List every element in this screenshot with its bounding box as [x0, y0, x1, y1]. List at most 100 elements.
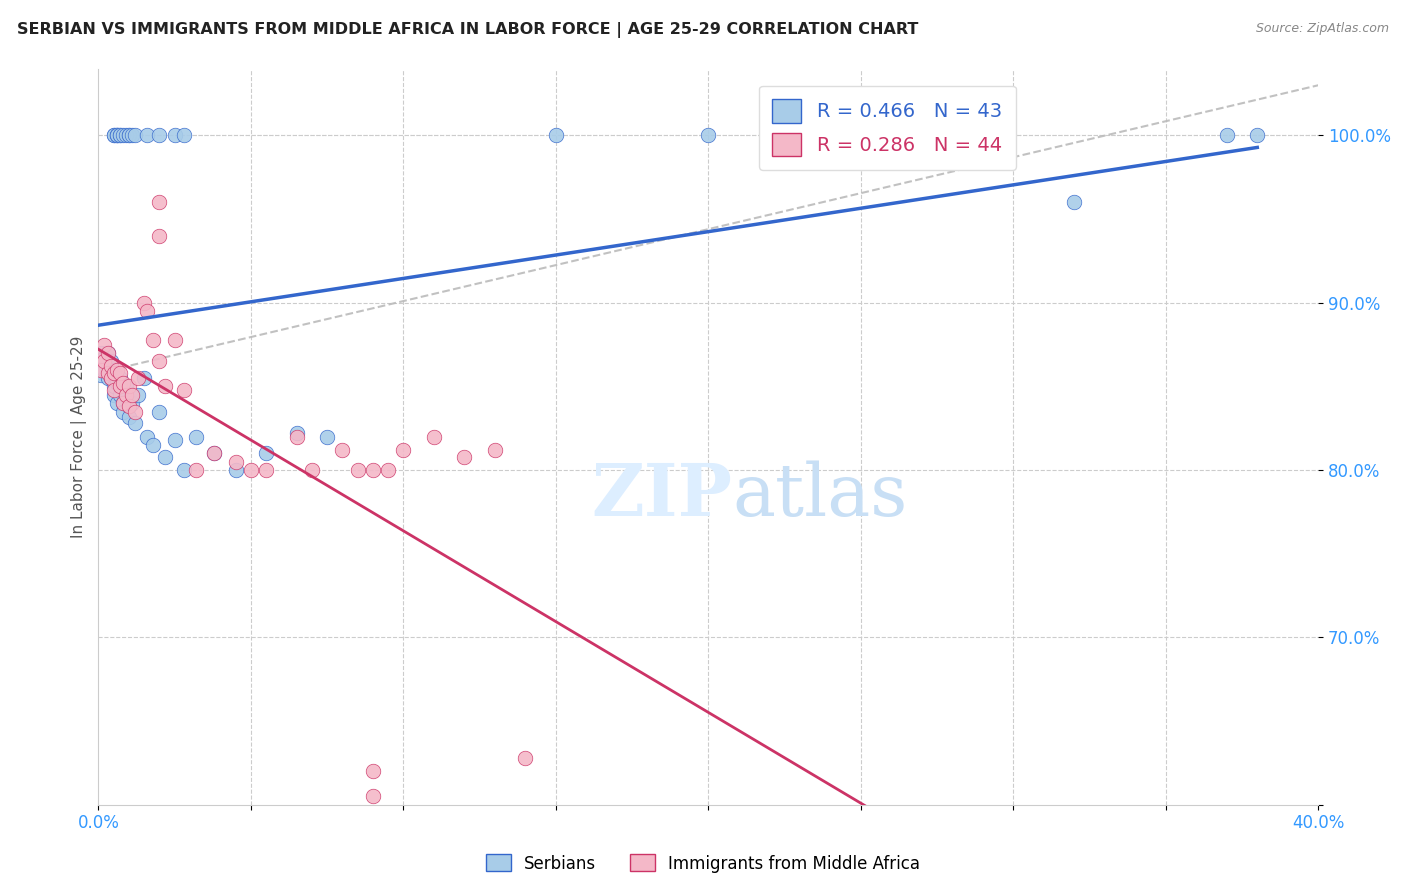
Point	[100, 371, 122, 385]
Point	[163, 433, 186, 447]
Point	[361, 764, 384, 779]
Point	[90, 349, 112, 363]
Point	[96, 366, 118, 380]
Point	[105, 128, 128, 143]
Point	[239, 463, 262, 477]
Point	[155, 379, 177, 393]
Point	[114, 379, 136, 393]
Point	[100, 371, 122, 385]
Point	[544, 128, 567, 143]
Point	[377, 463, 399, 477]
Point	[93, 354, 115, 368]
Point	[103, 379, 125, 393]
Point	[90, 346, 112, 360]
Point	[121, 388, 143, 402]
Point	[127, 388, 149, 402]
Point	[361, 789, 384, 804]
Point	[90, 368, 112, 382]
Point	[105, 362, 128, 376]
Point	[108, 128, 131, 143]
Point	[1063, 195, 1085, 210]
Point	[103, 388, 125, 402]
Point	[124, 404, 146, 418]
Point	[163, 128, 186, 143]
Point	[96, 359, 118, 374]
Text: Source: ZipAtlas.com: Source: ZipAtlas.com	[1256, 22, 1389, 36]
Point	[93, 362, 115, 376]
Point	[127, 371, 149, 385]
Point	[301, 463, 323, 477]
Point	[225, 455, 247, 469]
Point	[105, 376, 128, 390]
Point	[111, 376, 134, 390]
Point	[330, 442, 353, 457]
Point	[100, 354, 122, 368]
Point	[148, 404, 170, 418]
Point	[108, 371, 131, 385]
Point	[90, 358, 112, 372]
Point	[121, 396, 143, 410]
Point	[202, 446, 225, 460]
Point	[103, 366, 125, 380]
Point	[118, 409, 141, 424]
Point	[111, 396, 134, 410]
Legend: Serbians, Immigrants from Middle Africa: Serbians, Immigrants from Middle Africa	[479, 847, 927, 880]
Point	[254, 446, 277, 460]
Point	[114, 388, 136, 402]
Point	[108, 379, 131, 393]
Point	[453, 450, 475, 464]
Point	[184, 463, 207, 477]
Point	[173, 128, 195, 143]
Point	[316, 429, 339, 443]
Point	[100, 359, 122, 374]
Point	[108, 128, 131, 143]
Point	[96, 346, 118, 360]
Point	[114, 128, 136, 143]
Point	[111, 404, 134, 418]
Point	[100, 362, 122, 376]
Point	[105, 128, 128, 143]
Point	[697, 128, 720, 143]
Point	[105, 396, 128, 410]
Point	[155, 450, 177, 464]
Point	[285, 426, 308, 441]
Point	[515, 751, 537, 765]
Point	[202, 446, 225, 460]
Point	[346, 463, 368, 477]
Point	[132, 371, 155, 385]
Point	[142, 333, 165, 347]
Point	[423, 429, 446, 443]
Point	[96, 371, 118, 385]
Point	[254, 463, 277, 477]
Point	[1246, 128, 1268, 143]
Point	[103, 128, 125, 143]
Point	[124, 416, 146, 430]
Point	[118, 379, 141, 393]
Point	[118, 400, 141, 414]
Point	[173, 463, 195, 477]
Legend: R = 0.466   N = 43, R = 0.286   N = 44: R = 0.466 N = 43, R = 0.286 N = 44	[759, 86, 1015, 170]
Point	[96, 346, 118, 360]
Point	[132, 295, 155, 310]
Point	[118, 128, 141, 143]
Point	[392, 442, 415, 457]
Point	[148, 128, 170, 143]
Point	[111, 128, 134, 143]
Point	[136, 304, 159, 318]
Text: SERBIAN VS IMMIGRANTS FROM MIDDLE AFRICA IN LABOR FORCE | AGE 25-29 CORRELATION : SERBIAN VS IMMIGRANTS FROM MIDDLE AFRICA…	[17, 22, 918, 38]
Text: atlas: atlas	[733, 460, 908, 531]
Point	[163, 333, 186, 347]
Point	[118, 400, 141, 414]
Point	[136, 128, 159, 143]
Point	[136, 429, 159, 443]
Y-axis label: In Labor Force | Age 25-29: In Labor Force | Age 25-29	[72, 335, 87, 538]
Point	[103, 128, 125, 143]
Point	[225, 463, 247, 477]
Point	[148, 354, 170, 368]
Point	[108, 388, 131, 402]
Text: ZIP: ZIP	[592, 460, 733, 531]
Point	[148, 195, 170, 210]
Point	[121, 128, 143, 143]
Point	[111, 396, 134, 410]
Point	[105, 128, 128, 143]
